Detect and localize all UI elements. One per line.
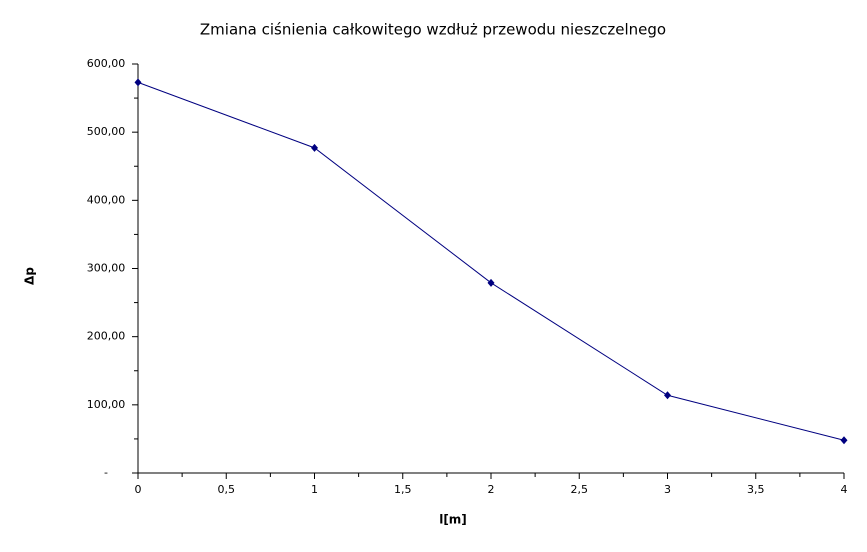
chart-title: Zmiana ciśnienia całkowitego wzdłuż prze…	[200, 21, 666, 39]
x-axis-label: l[m]	[439, 513, 467, 527]
y-axis-label: Δp	[23, 267, 37, 285]
marker	[664, 391, 671, 400]
y-tick-label: 500,00	[87, 125, 126, 138]
y-tick-label: 200,00	[87, 330, 126, 343]
marker	[840, 436, 848, 445]
x-tick-label: 1,5	[394, 483, 412, 496]
x-tick-label: 0,5	[218, 483, 236, 496]
x-tick-label: 3	[664, 483, 671, 496]
x-tick-label: 1	[311, 483, 318, 496]
y-tick-label: -	[104, 466, 108, 479]
line	[137, 81, 845, 441]
x-tick-label: 3,5	[747, 483, 765, 496]
marker	[311, 143, 318, 152]
y-tick-label: 400,00	[87, 193, 126, 206]
marker	[487, 278, 495, 287]
y-tick-label: 600,00	[87, 57, 126, 70]
x-tick-label: 2,5	[571, 483, 589, 496]
marker	[134, 78, 142, 87]
y-tick-label: 100,00	[87, 398, 126, 411]
x-tick-label: 0	[135, 483, 142, 496]
y-tick-label: 300,00	[87, 262, 126, 275]
x-tick-label: 4	[841, 483, 848, 496]
x-tick-label: 2	[488, 483, 495, 496]
